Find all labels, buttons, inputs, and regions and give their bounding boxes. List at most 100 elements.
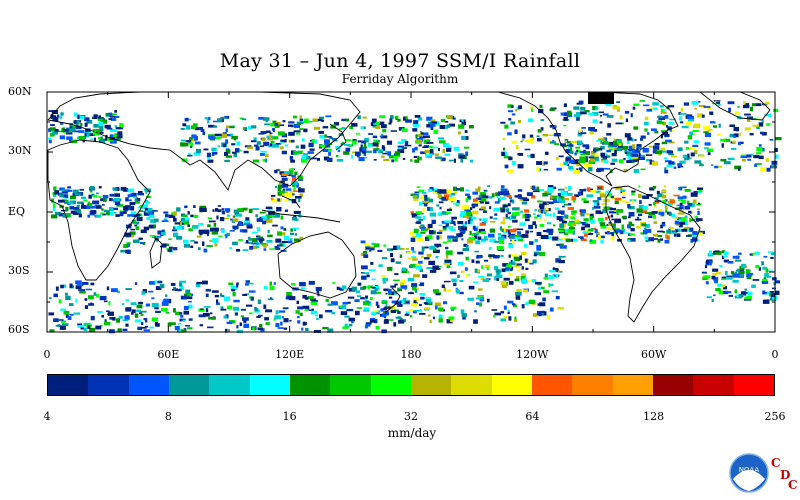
rain-cell <box>93 124 100 128</box>
rain-cell <box>140 310 147 313</box>
rain-cell <box>600 152 606 157</box>
rain-cell <box>126 244 130 247</box>
rain-cell <box>687 115 695 119</box>
rain-cell <box>532 259 537 264</box>
rain-cell <box>176 207 181 212</box>
rain-cell <box>580 191 584 196</box>
rain-cell <box>192 123 198 127</box>
rain-cell <box>424 303 429 305</box>
rain-cell <box>111 288 118 293</box>
rain-cell <box>602 209 608 214</box>
rain-cell <box>573 170 580 175</box>
rain-cell <box>228 282 234 286</box>
rain-cell <box>59 187 65 191</box>
rain-cell <box>471 233 474 237</box>
rain-cell <box>83 199 88 202</box>
rain-cell <box>146 216 151 220</box>
rain-cell <box>708 250 712 255</box>
rain-cell <box>473 227 478 232</box>
rain-cell <box>652 234 659 237</box>
rain-cell <box>78 289 85 292</box>
rain-cell <box>446 145 452 150</box>
rain-cell <box>232 241 238 246</box>
rain-cell <box>579 189 587 192</box>
rain-cell <box>65 295 71 301</box>
rain-cell <box>386 140 393 145</box>
rain-cell <box>59 319 64 321</box>
rain-cell <box>481 239 486 243</box>
rain-cell <box>524 209 529 213</box>
rain-cell <box>504 164 509 169</box>
rain-cell <box>580 238 587 242</box>
rain-cell <box>400 285 408 289</box>
rainfall-field <box>48 100 782 334</box>
rain-cell <box>500 255 504 257</box>
rain-cell <box>500 221 506 225</box>
rain-cell <box>288 124 294 127</box>
rain-cell <box>622 196 626 199</box>
rain-cell <box>638 185 641 188</box>
rain-cell <box>451 216 457 220</box>
rain-cell <box>446 226 454 229</box>
rain-cell <box>265 214 273 219</box>
rain-cell <box>232 292 236 297</box>
rain-cell <box>436 204 440 207</box>
rain-cell <box>488 196 493 199</box>
rain-cell <box>101 314 104 318</box>
rain-cell <box>560 245 567 249</box>
colorbar-tick-label: 8 <box>164 410 172 423</box>
rain-cell <box>191 134 197 136</box>
rain-cell <box>387 319 394 321</box>
rain-cell <box>397 149 405 153</box>
rain-cell <box>310 301 317 305</box>
rain-cell <box>245 217 250 222</box>
rain-cell <box>762 266 768 270</box>
rain-cell <box>638 157 643 160</box>
rain-cell <box>661 130 668 133</box>
rain-cell <box>468 237 476 241</box>
rain-cell <box>84 122 88 127</box>
rain-cell <box>355 310 360 316</box>
rain-cell <box>195 283 201 288</box>
rain-cell <box>570 238 573 242</box>
rain-cell <box>209 138 215 141</box>
rain-cell <box>224 159 230 163</box>
rain-cell <box>89 189 93 193</box>
rain-cell <box>144 325 149 328</box>
rain-cell <box>127 214 135 217</box>
rain-cell <box>491 309 498 311</box>
rain-cell <box>585 151 590 155</box>
rain-cell <box>477 295 484 297</box>
colorbar-swatch <box>168 375 210 395</box>
rain-cell <box>723 285 727 290</box>
rain-cell <box>501 228 504 233</box>
rain-cell <box>136 221 140 225</box>
rain-cell <box>664 167 667 171</box>
rain-cell <box>223 315 227 319</box>
rain-cell <box>48 110 53 112</box>
rain-cell <box>432 230 436 235</box>
rain-cell <box>532 221 536 225</box>
rain-cell <box>539 104 543 109</box>
rain-cell <box>557 193 561 197</box>
rain-cell <box>588 167 593 172</box>
rain-cell <box>149 281 156 285</box>
rain-cell <box>469 125 474 129</box>
rain-cell <box>439 125 446 129</box>
rain-cell <box>289 238 293 241</box>
rain-cell <box>489 228 495 233</box>
rain-cell <box>63 310 70 315</box>
rain-cell <box>258 238 265 241</box>
rain-cell <box>125 197 129 202</box>
rain-cell <box>703 275 711 279</box>
rain-cell <box>270 140 275 144</box>
rain-cell <box>560 143 566 147</box>
rain-cell <box>459 291 464 295</box>
rain-cell <box>225 133 232 137</box>
rain-cell <box>679 160 686 164</box>
rain-cell <box>115 136 123 139</box>
rain-cell <box>526 139 534 143</box>
rain-cell <box>662 200 667 204</box>
rain-cell <box>644 116 649 121</box>
rain-cell <box>78 213 82 218</box>
